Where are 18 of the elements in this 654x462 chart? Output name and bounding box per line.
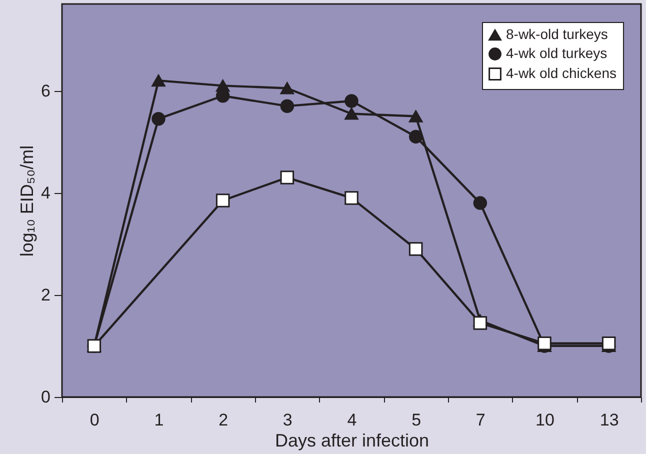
- legend-label: 8-wk-old turkeys: [506, 26, 608, 42]
- y-axis-title: log₁₀ EID₅₀/ml: [17, 145, 38, 257]
- x-axis-title: Days after infection: [274, 430, 430, 450]
- legend-label: 4-wk old chickens: [506, 65, 616, 81]
- x-tick-label: 2: [218, 410, 228, 430]
- x-tick-label: 3: [282, 410, 292, 430]
- x-tick-label: 5: [412, 410, 422, 430]
- x-tick-label: 7: [476, 410, 486, 430]
- x-tick-label: 13: [600, 410, 619, 430]
- x-tick-label: 0: [90, 410, 100, 430]
- legend-label: 4-wk old turkeys: [506, 45, 608, 61]
- y-tick-label: 2: [41, 285, 50, 304]
- y-tick-label: 6: [41, 81, 50, 100]
- x-tick-label: 10: [536, 410, 554, 430]
- x-tick-label: 4: [347, 410, 357, 430]
- y-tick-label: 4: [41, 183, 50, 202]
- x-tick-label: 1: [154, 410, 164, 430]
- y-tick-label: 0: [41, 388, 50, 406]
